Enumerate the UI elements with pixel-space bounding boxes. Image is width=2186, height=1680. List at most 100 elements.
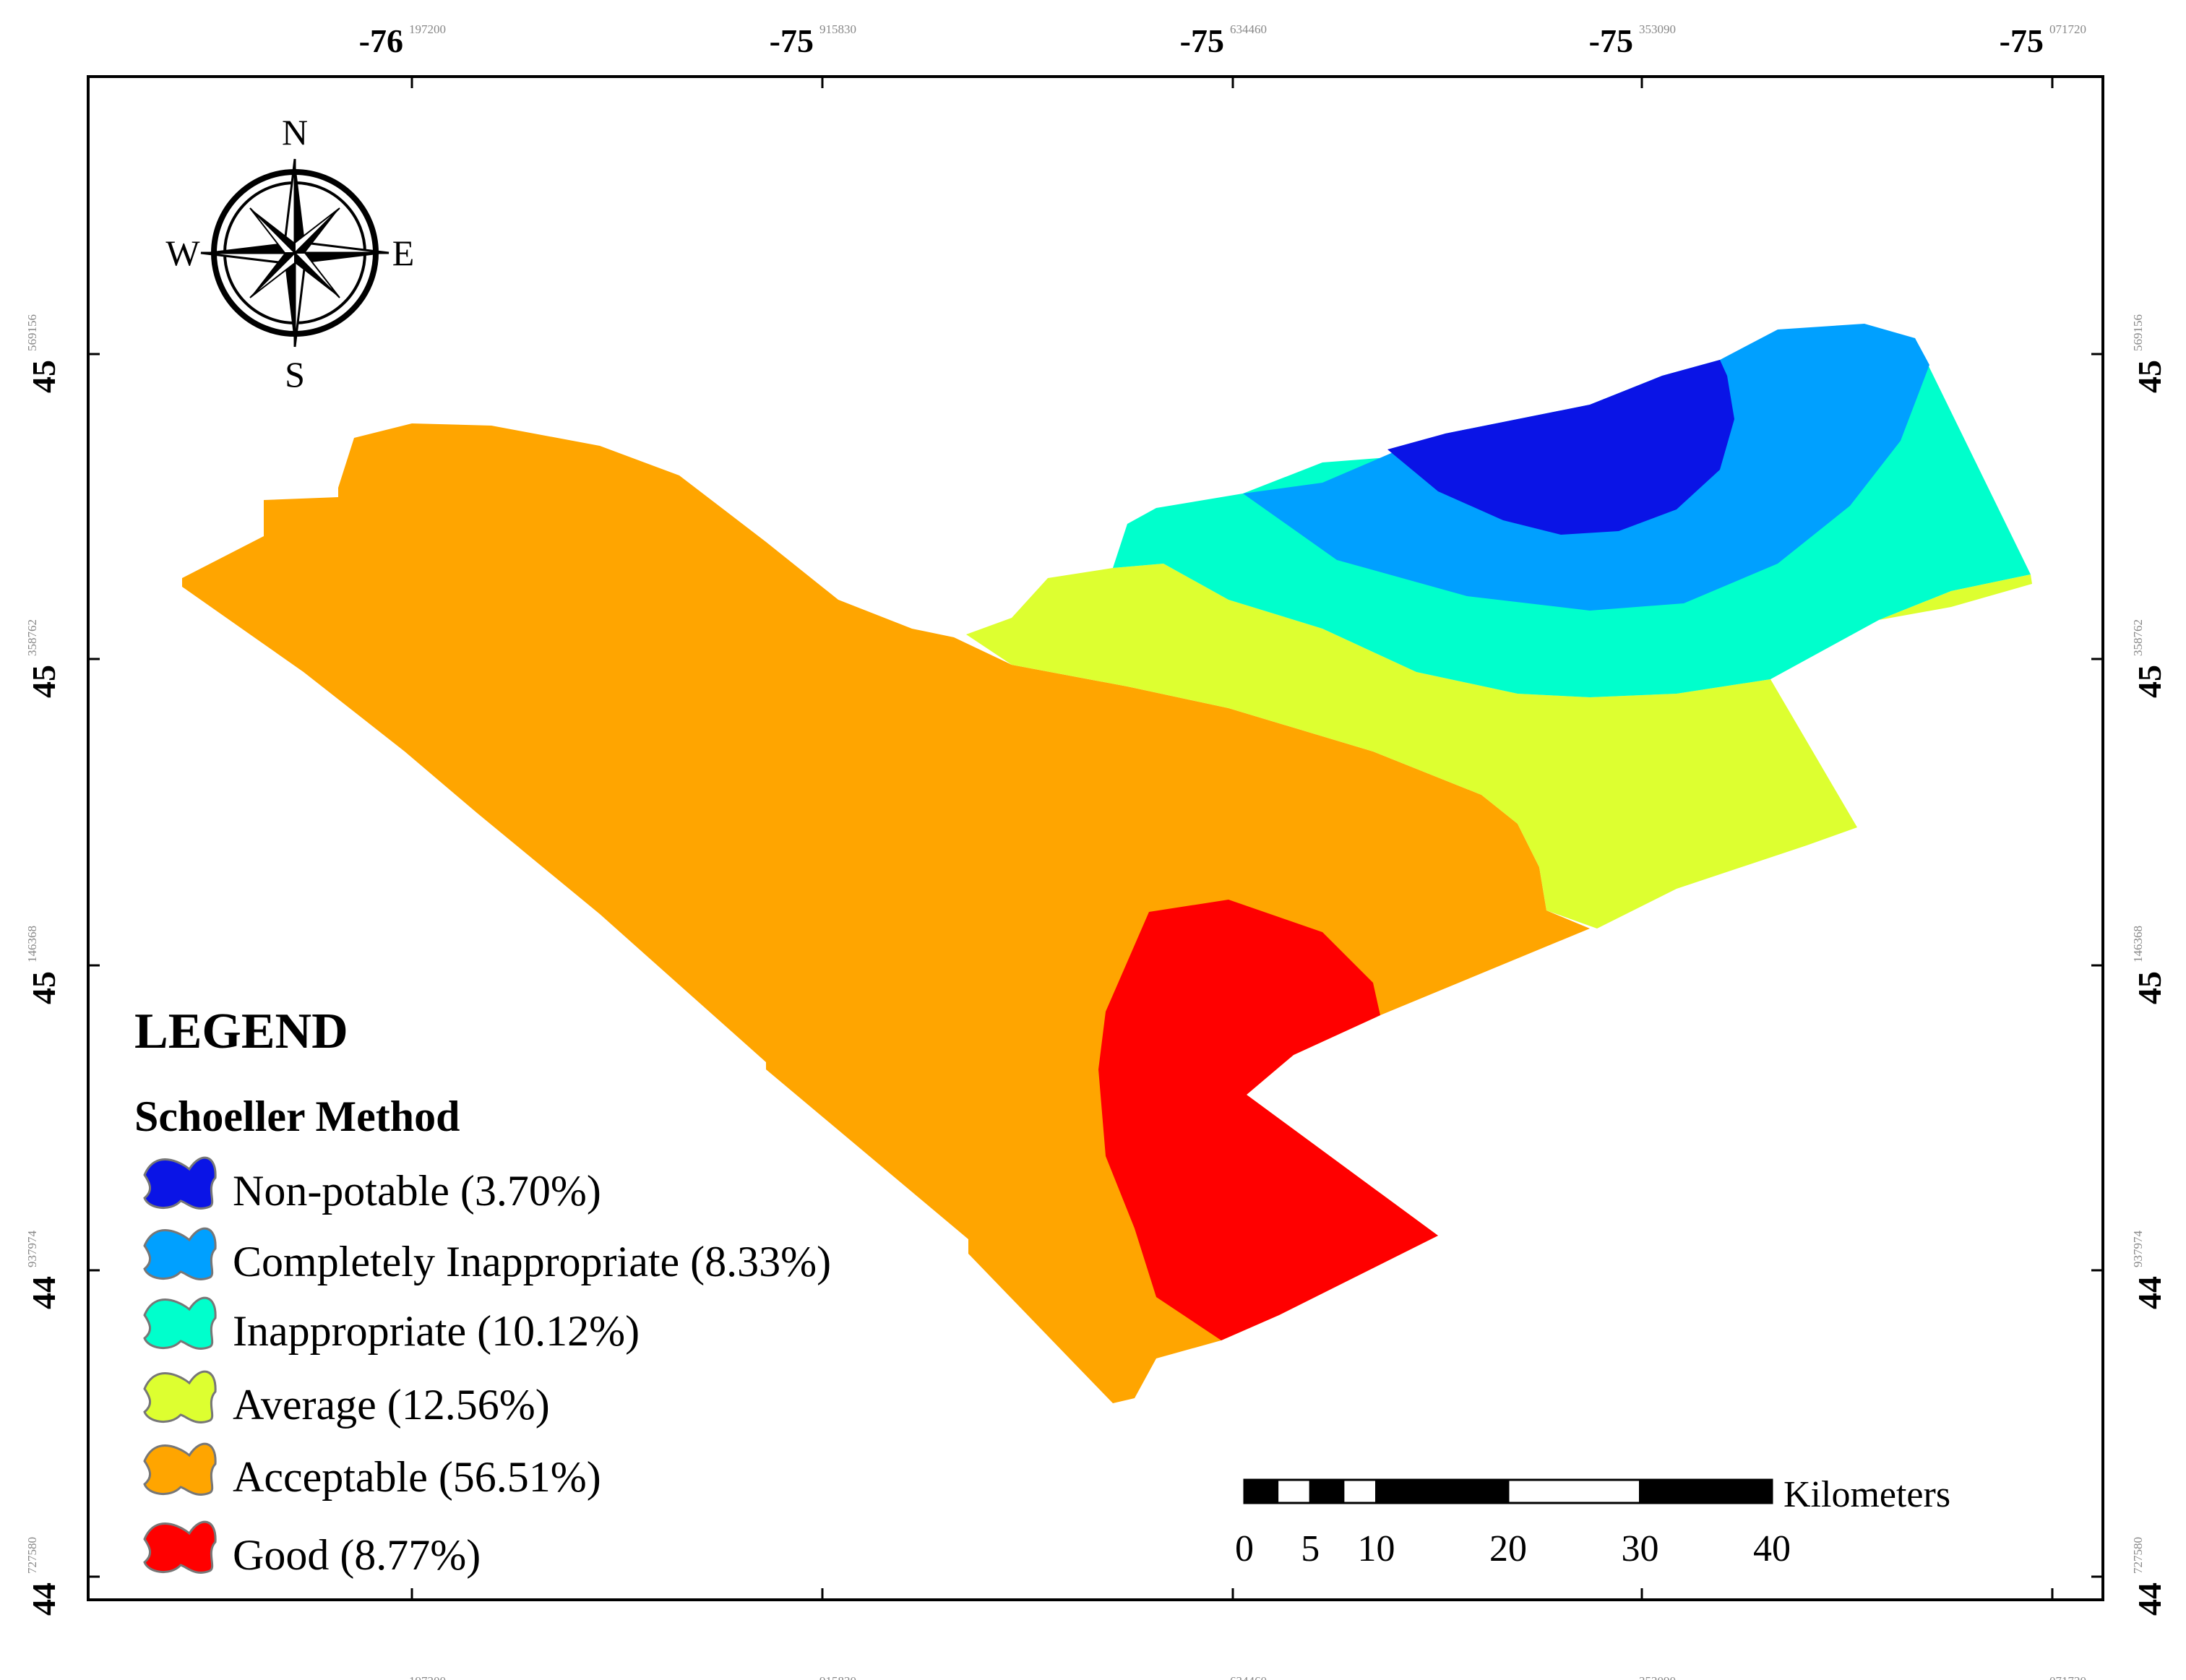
lon-label-top: -75 — [1589, 22, 1633, 59]
lon-label-top-sup: 915830 — [819, 22, 856, 36]
lat-label-right-sup: 146368 — [2131, 926, 2145, 962]
scale-label: 20 — [1489, 1528, 1527, 1569]
lon-label-top: -75 — [1180, 22, 1224, 59]
compass-e: E — [392, 233, 415, 273]
lat-label-left-group: 44 937974 — [25, 1231, 62, 1310]
legend-items: Non-potable (3.70%) Completely Inappropri… — [143, 1156, 831, 1579]
scale-labels: 0 5 10 20 30 40 — [1235, 1528, 1791, 1569]
lat-label-left: 45 — [25, 360, 62, 393]
scale-segment — [1309, 1478, 1345, 1504]
lon-label-top-sup: 634460 — [1230, 22, 1267, 36]
legend-swatch — [143, 1442, 217, 1496]
legend-swatch — [143, 1370, 217, 1423]
lat-label-right-group: 44 727580 — [2131, 1537, 2168, 1616]
legend-label: Acceptable (56.51%) — [233, 1453, 601, 1501]
lat-label-right-sup: 937974 — [2131, 1231, 2145, 1268]
lat-label-left: 44 — [25, 1582, 62, 1616]
lat-label-right: 45 — [2131, 665, 2168, 698]
north-arrow: N S E W — [165, 112, 414, 395]
lon-label-bottom: -75 — [770, 1674, 814, 1680]
scale-segment — [1243, 1478, 1279, 1504]
legend-swatch — [143, 1227, 217, 1280]
lat-label-right-group: 45 146368 — [2131, 926, 2168, 1004]
lat-label-right-group: 45 358762 — [2131, 619, 2168, 698]
lat-label-right-sup: 358762 — [2131, 619, 2145, 656]
zone-average — [966, 564, 1857, 929]
lon-label-bottom-sup: 634460 — [1230, 1674, 1267, 1680]
legend-item: Non-potable (3.70%) — [143, 1156, 601, 1215]
lat-label-left-group: 45 146368 — [25, 926, 62, 1004]
lat-label-right: 45 — [2131, 360, 2168, 393]
scale-bar: Kilometers 0 5 10 20 30 40 — [1235, 1474, 1950, 1569]
legend-subtitle: Schoeller Method — [134, 1093, 460, 1140]
scale-label: 10 — [1358, 1528, 1395, 1569]
scale-label: 30 — [1622, 1528, 1659, 1569]
legend-item: Acceptable (56.51%) — [143, 1442, 601, 1501]
lat-label-left-sup: 569156 — [25, 314, 39, 351]
legend-item: Completely Inappropriate (8.33%) — [143, 1227, 831, 1285]
legend-swatch — [143, 1296, 217, 1350]
scale-bar-segments — [1243, 1478, 1773, 1504]
legend: LEGEND Schoeller Method Non-potable (3.7… — [134, 1004, 831, 1579]
lat-label-left-sup: 146368 — [25, 926, 39, 962]
compass-n: N — [282, 112, 308, 152]
scale-segment — [1375, 1478, 1510, 1504]
lon-label-bottom: -75 — [1589, 1674, 1633, 1680]
lat-label-right-sup: 727580 — [2131, 1537, 2145, 1574]
lat-label-left: 44 — [25, 1276, 62, 1309]
scale-segment — [1639, 1478, 1773, 1504]
zone-good — [1098, 900, 1438, 1340]
compass-star — [200, 158, 390, 348]
lat-label-right: 44 — [2131, 1582, 2168, 1616]
lon-label-bottom-sup: 353090 — [1639, 1674, 1676, 1680]
legend-label: Non-potable (3.70%) — [233, 1167, 601, 1215]
legend-item: Inappropriate (10.12%) — [143, 1296, 640, 1355]
legend-item: Good (8.77%) — [143, 1520, 481, 1579]
study-area — [182, 324, 2032, 1403]
lat-label-right-group: 45 569156 — [2131, 314, 2168, 393]
lon-label-top: -75 — [770, 22, 814, 59]
zone-non-potable — [1387, 360, 1734, 535]
lat-label-left-group: 45 569156 — [25, 314, 62, 393]
legend-label: Good (8.77%) — [233, 1531, 481, 1579]
lon-label-top-sup: 071720 — [2049, 22, 2086, 36]
lat-label-left-sup: 727580 — [25, 1537, 39, 1574]
zone-average-sliver — [1879, 574, 2032, 620]
lon-label-bottom: -75 — [1180, 1674, 1224, 1680]
lat-label-left-group: 44 727580 — [25, 1537, 62, 1616]
graticule-ticks: -76 197200 -76 197200 -75 915830 -75 915830 -75 6… — [25, 22, 2168, 1680]
lat-label-left-sup: 937974 — [25, 1231, 39, 1268]
legend-title: LEGEND — [134, 1004, 348, 1059]
lon-label-top-sup: 353090 — [1639, 22, 1676, 36]
lon-label-bottom-sup: 915830 — [819, 1674, 856, 1680]
lat-label-left-sup: 358762 — [25, 619, 39, 656]
scale-segment — [1507, 1478, 1641, 1504]
lon-label-bottom-sup: 197200 — [409, 1674, 446, 1680]
compass-w: W — [165, 233, 200, 273]
scale-label: 0 — [1235, 1528, 1254, 1569]
legend-swatch — [143, 1156, 217, 1210]
legend-label: Average (12.56%) — [233, 1381, 550, 1429]
legend-swatch — [143, 1520, 217, 1574]
lon-label-bottom-sup: 071720 — [2049, 1674, 2086, 1680]
lat-label-right: 44 — [2131, 1276, 2168, 1309]
lat-label-right-sup: 569156 — [2131, 314, 2145, 351]
legend-item: Average (12.56%) — [143, 1370, 550, 1429]
lat-label-left: 45 — [25, 971, 62, 1004]
scale-segment — [1342, 1478, 1377, 1504]
scale-unit: Kilometers — [1783, 1474, 1950, 1515]
scale-segment — [1276, 1478, 1312, 1504]
lon-label-top-sup: 197200 — [409, 22, 446, 36]
lat-label-left: 45 — [25, 665, 62, 698]
lon-label-top: -76 — [359, 22, 403, 59]
lat-label-left-group: 45 358762 — [25, 619, 62, 698]
lon-label-bottom: -76 — [359, 1674, 403, 1680]
lat-label-right-group: 44 937974 — [2131, 1231, 2168, 1310]
scale-label: 5 — [1301, 1528, 1320, 1569]
legend-label: Inappropriate (10.12%) — [233, 1307, 640, 1355]
lon-label-top: -75 — [2000, 22, 2044, 59]
compass-s: S — [285, 354, 305, 395]
legend-label: Completely Inappropriate (8.33%) — [233, 1238, 831, 1285]
scale-label: 40 — [1753, 1528, 1791, 1569]
